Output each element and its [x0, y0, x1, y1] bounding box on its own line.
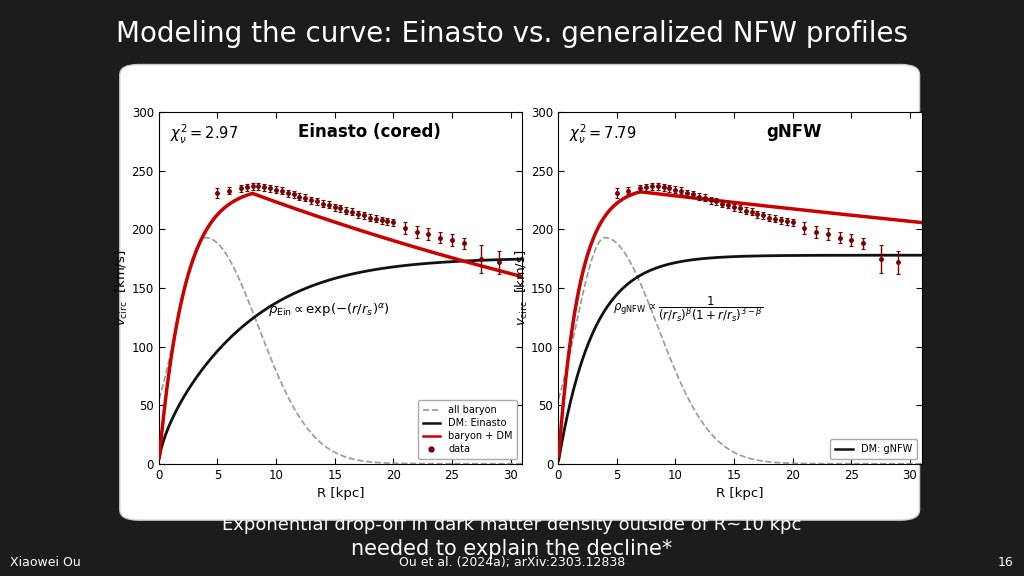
Text: $\chi^2_\nu = 7.79$: $\chi^2_\nu = 7.79$: [569, 123, 636, 146]
Text: needed to explain the decline*: needed to explain the decline*: [351, 539, 673, 559]
Text: $\chi^2_\nu = 2.97$: $\chi^2_\nu = 2.97$: [170, 123, 238, 146]
Text: $\rho_{\rm Ein} \propto \exp\!\left(-(r/r_s)^\alpha\right)$: $\rho_{\rm Ein} \propto \exp\!\left(-(r/…: [268, 301, 389, 317]
Text: Exponential drop-off in dark matter density outside of R~10 kpc: Exponential drop-off in dark matter dens…: [222, 516, 802, 533]
X-axis label: R [kpc]: R [kpc]: [716, 487, 764, 500]
Text: Ou et al. (2024a); arXiv:2303.12838: Ou et al. (2024a); arXiv:2303.12838: [399, 556, 625, 569]
Text: Einasto (cored): Einasto (cored): [298, 123, 441, 141]
Text: Modeling the curve: Einasto vs. generalized NFW profiles: Modeling the curve: Einasto vs. generali…: [116, 20, 908, 48]
Y-axis label: $v_{\rm circ}$  [km/s]: $v_{\rm circ}$ [km/s]: [114, 250, 130, 326]
Text: 16: 16: [998, 556, 1014, 569]
Legend: all baryon, DM: Einasto, baryon + DM, data: all baryon, DM: Einasto, baryon + DM, da…: [418, 400, 517, 459]
Text: $\rho_{\rm gNFW} \propto \dfrac{1}{(r/r_s)^\beta(1+r/r_s)^{3-\beta}}$: $\rho_{\rm gNFW} \propto \dfrac{1}{(r/r_…: [612, 294, 763, 324]
X-axis label: R [kpc]: R [kpc]: [316, 487, 365, 500]
Legend: DM: gNFW: DM: gNFW: [830, 439, 916, 459]
Y-axis label: $v_{\rm circ}$  [km/s]: $v_{\rm circ}$ [km/s]: [513, 250, 529, 326]
Text: gNFW: gNFW: [767, 123, 822, 141]
Text: Xiaowei Ou: Xiaowei Ou: [10, 556, 81, 569]
